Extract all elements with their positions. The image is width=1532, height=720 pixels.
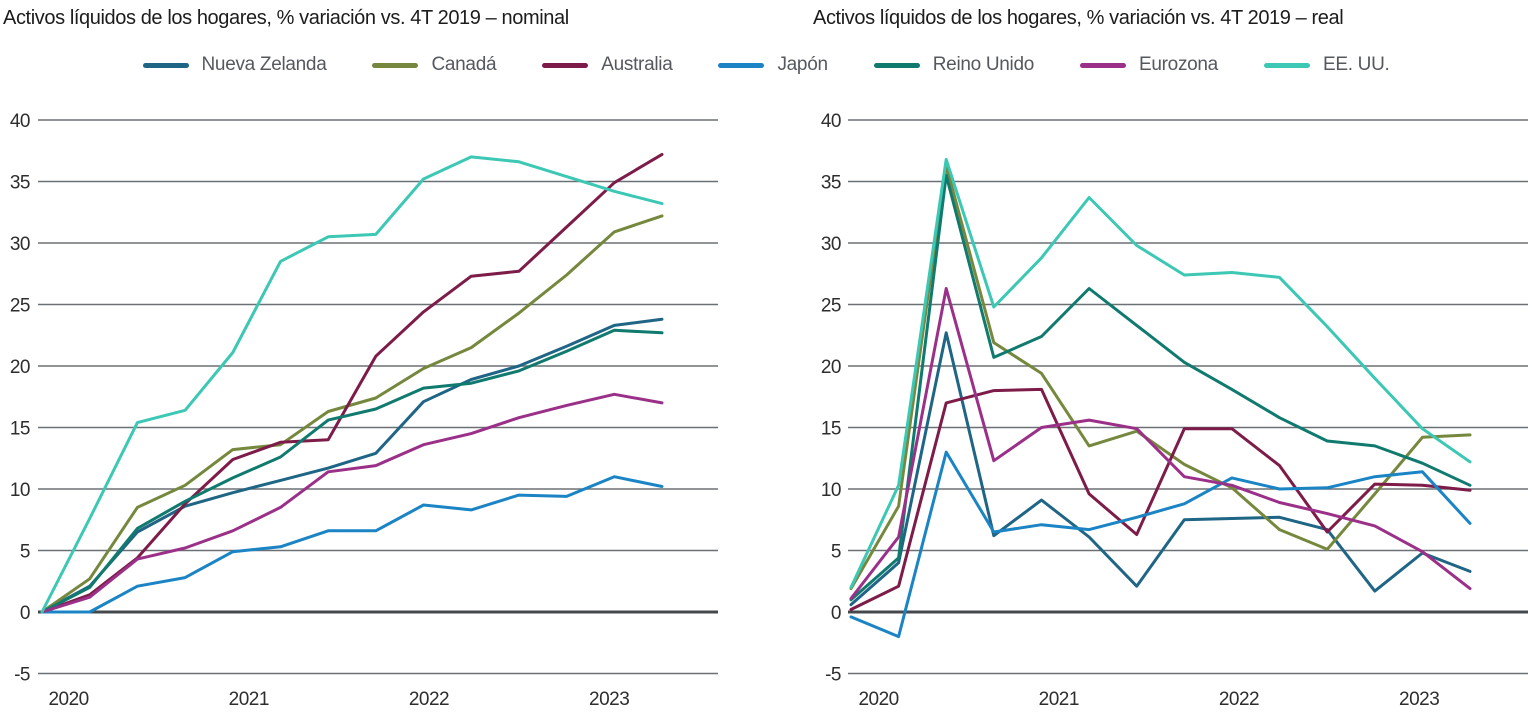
legend-swatch-icon — [873, 62, 920, 68]
y-tick-label: -5 — [14, 665, 30, 686]
x-tick-label-2023: 2023 — [1399, 689, 1439, 710]
legend-swatch-icon — [718, 62, 765, 68]
legend-item-2: Australia — [542, 54, 673, 76]
legend-label: Japón — [777, 54, 828, 75]
legend-swatch-icon — [142, 62, 189, 68]
y-tick-label: 10 — [821, 480, 841, 501]
y-tick-label: 40 — [821, 111, 841, 132]
legend-swatch-icon — [1080, 62, 1127, 68]
legend: Nueva Zelanda Canadá Australia Japón Reino U… — [0, 52, 1532, 78]
legend-swatch-icon — [1263, 62, 1310, 68]
series-line-jap-n — [849, 450, 1472, 639]
series-line-eurozona — [849, 287, 1472, 600]
x-tick-label-2021: 2021 — [229, 689, 269, 710]
series-line-australia — [849, 387, 1472, 611]
series-line-nueva-zelanda — [849, 331, 1472, 607]
legend-label: Nueva Zelanda — [201, 54, 327, 75]
y-tick-label: 25 — [10, 296, 30, 317]
legend-label: Canadá — [431, 54, 497, 75]
legend-label: Reino Unido — [932, 54, 1035, 75]
y-tick-label: 10 — [10, 480, 30, 501]
x-tick-label-2020: 2020 — [48, 689, 88, 710]
series-line-australia — [40, 152, 664, 614]
y-tick-label: 15 — [10, 419, 30, 440]
chart-title-nominal: Activos líquidos de los hogares, % varia… — [3, 7, 569, 29]
y-tick-label: 20 — [821, 357, 841, 378]
y-tick-label: 30 — [10, 234, 30, 255]
x-tick-label-2022: 2022 — [1219, 689, 1259, 710]
legend-swatch-icon — [542, 62, 589, 68]
chart-title-real: Activos líquidos de los hogares, % varia… — [813, 7, 1344, 29]
series-line-eurozona — [40, 392, 664, 614]
y-tick-label: 35 — [821, 173, 841, 194]
legend-item-1: Canadá — [372, 54, 497, 76]
y-tick-label: 5 — [831, 542, 841, 563]
x-tick-label-2023: 2023 — [589, 689, 629, 710]
x-tick-label-2022: 2022 — [409, 689, 449, 710]
series-line-canad- — [849, 164, 1472, 591]
legend-swatch-icon — [372, 62, 419, 68]
x-tick-label-2020: 2020 — [858, 689, 898, 710]
y-tick-label: 25 — [821, 296, 841, 317]
y-tick-label: 35 — [10, 173, 30, 194]
legend-item-3: Japón — [718, 54, 828, 76]
series-line-canad- — [40, 214, 664, 614]
real-chart-panel: 40 35 30 25 20 15 10 5 0 -5 2020 2021 2022 2023 — [821, 111, 1528, 710]
y-tick-label: 15 — [821, 419, 841, 440]
series-line-reino-unido — [40, 328, 664, 614]
legend-label: Eurozona — [1139, 54, 1218, 75]
x-tick-label-2021: 2021 — [1039, 689, 1079, 710]
legend-item-0: Nueva Zelanda — [142, 54, 327, 76]
series-line-jap-n — [40, 475, 664, 614]
y-tick-label: 30 — [821, 234, 841, 255]
y-tick-label: 0 — [831, 603, 841, 624]
y-tick-label: 5 — [20, 542, 30, 563]
series-line-nueva-zelanda — [40, 317, 664, 614]
legend-label: EE. UU. — [1322, 54, 1390, 75]
y-tick-label: 20 — [10, 357, 30, 378]
y-tick-label: -5 — [825, 665, 841, 686]
y-tick-label: 0 — [20, 603, 30, 624]
nominal-chart-panel: 40 35 30 25 20 15 10 5 0 -5 2020 2021 2022 2023 — [10, 111, 718, 710]
legend-item-4: Reino Unido — [873, 54, 1035, 76]
series-line-ee-uu- — [849, 157, 1472, 589]
legend-item-5: Eurozona — [1080, 54, 1218, 76]
legend-label: Australia — [601, 54, 673, 75]
series-line-ee-uu- — [40, 155, 664, 614]
legend-item-6: EE. UU. — [1263, 54, 1390, 76]
y-tick-label: 40 — [10, 111, 30, 132]
series-line-reino-unido — [849, 173, 1472, 602]
